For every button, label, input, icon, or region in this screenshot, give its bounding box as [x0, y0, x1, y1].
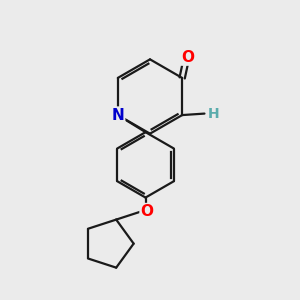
Text: O: O: [182, 50, 195, 64]
Text: H: H: [208, 106, 220, 121]
Text: O: O: [140, 204, 154, 219]
Text: N: N: [111, 108, 124, 123]
